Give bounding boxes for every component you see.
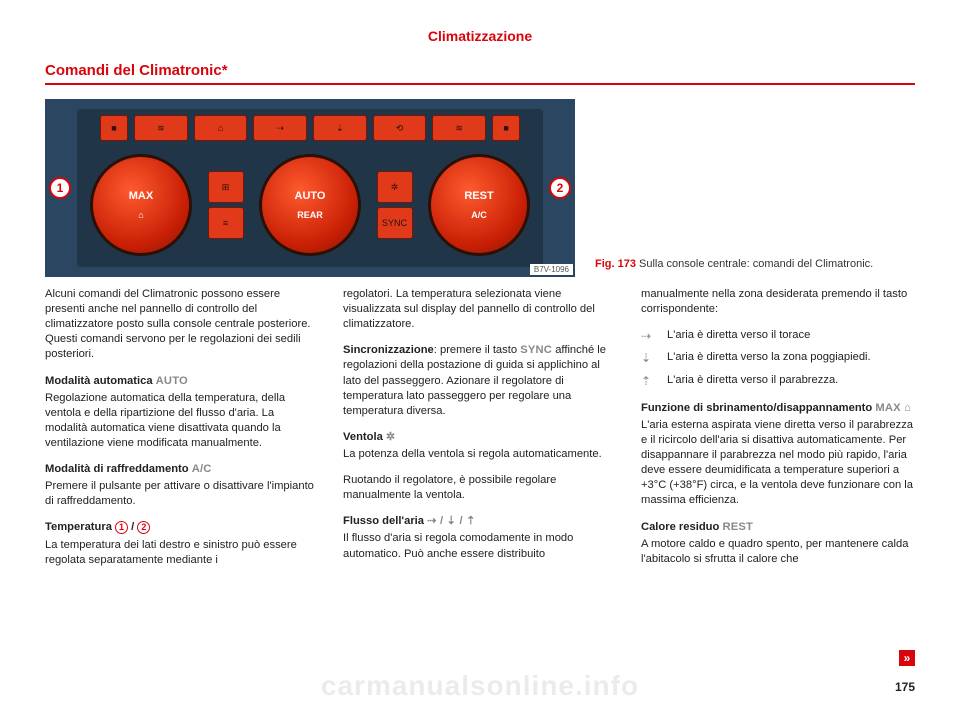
c2-p3a: La potenza della ventola si regola autom… (343, 447, 617, 462)
c1-h3: Modalità di raffreddamento A/C (45, 462, 319, 477)
airflow-foot-icon-inline: ⇣ (641, 350, 657, 366)
figure-caption: Fig. 173 Sulla console centrale: comandi… (595, 257, 873, 271)
c3-p2: L'aria esterna aspirata viene diretta ve… (641, 418, 915, 509)
c2-p1: regolatori. La temperatura selezionata v… (343, 287, 617, 332)
c1-p1: Alcuni comandi del Climatronic possono e… (45, 287, 319, 363)
c3-p3: A motore caldo e quadro spento, per mant… (641, 537, 915, 567)
airflow-def-1-text: L'aria è diretta verso il torace (667, 328, 915, 344)
ac-symbol: A/C (192, 463, 212, 475)
c1-p2: Regolazione automatica della temperatura… (45, 391, 319, 451)
recirculation-icon: ⟲ (373, 115, 427, 141)
sync-icon: SYNC (377, 207, 413, 239)
c2-h3: Ventola ✲ (343, 430, 617, 445)
blank-button-icon: ■ (492, 115, 520, 141)
c1-h2: Modalità automatica AUTO (45, 374, 319, 389)
sync-symbol: SYNC (520, 344, 552, 356)
center-fan-dial: AUTO REAR (259, 154, 361, 256)
auto-symbol: AUTO (156, 375, 188, 387)
circle-2: 2 (137, 521, 150, 534)
defrost-rear-icon: ⊞ (208, 171, 244, 203)
dial-row: MAX ⌂ ⊞ ≡ AUTO REAR ✲ SYNC REST A/C (90, 147, 530, 263)
c2-h2: Sincronizzazione: premere il tasto SYNC … (343, 343, 617, 419)
dial-right-top-label: REST (464, 190, 493, 203)
airflow-windshield-icon-inline: ⇡ (641, 373, 657, 389)
hazard-button-icon: ■ (100, 115, 128, 141)
c1-h2-pre: Modalità automatica (45, 375, 156, 387)
heater-icon: ≡ (208, 207, 244, 239)
c2-p3b: Ruotando il regolatore, è possibile rego… (343, 473, 617, 503)
dial-left-bottom-label: ⌂ (138, 210, 143, 220)
continue-arrow-icon: » (899, 650, 915, 666)
c2-h4: Flusso dell'aria ⇢ / ⇣ / ⇡ (343, 514, 617, 529)
c1-p4: La temperatura dei lati destro e sinistr… (45, 538, 319, 568)
fan-icon: ✲ (377, 171, 413, 203)
section-title: Comandi del Climatronic* (45, 62, 915, 79)
c2-h4-pre: Flusso dell'aria (343, 515, 427, 527)
c1-h4-pre: Temperatura (45, 521, 115, 533)
c1-h3-pre: Modalità di raffreddamento (45, 463, 192, 475)
dial-center-bottom-label: REAR (297, 210, 323, 220)
figure-caption-text: Sulla console centrale: comandi del Clim… (636, 258, 873, 270)
column-2: regolatori. La temperatura selezionata v… (343, 287, 617, 579)
airflow-symbols: ⇢ / ⇣ / ⇡ (427, 515, 476, 527)
airflow-def-2-text: L'aria è diretta verso la zona poggiapie… (667, 350, 915, 366)
figure-number: Fig. 173 (595, 258, 636, 270)
c1-h4-sep: / (128, 521, 137, 533)
mid-buttons-right: ✲ SYNC (377, 171, 413, 239)
divider (45, 83, 915, 85)
mid-buttons-left: ⊞ ≡ (208, 171, 244, 239)
column-3: manualmente nella zona desiderata premen… (641, 287, 915, 579)
top-button-row: ■ ≋ ⌂ ⇢ ⇣ ⟲ ≋ ■ (100, 115, 520, 141)
figure-area: ■ ≋ ⌂ ⇢ ⇣ ⟲ ≋ ■ MAX ⌂ ⊞ ≡ AUTO (45, 99, 915, 277)
airflow-foot-icon: ⇣ (313, 115, 367, 141)
dial-right-bottom-label: A/C (471, 210, 487, 220)
airflow-def-1: ⇢ L'aria è diretta verso il torace (641, 328, 915, 344)
airflow-body-icon: ⇢ (253, 115, 307, 141)
airflow-def-3: ⇡ L'aria è diretta verso il parabrezza. (641, 373, 915, 389)
c1-p3: Premere il pulsante per attivare o disat… (45, 479, 319, 509)
dial-left-top-label: MAX (129, 190, 153, 203)
airflow-body-icon-inline: ⇢ (641, 328, 657, 344)
c3-h2: Funzione di sbrinamento/disappannamento … (641, 401, 915, 416)
c1-h4: Temperatura 1 / 2 (45, 520, 319, 535)
page-header: Climatizzazione (45, 28, 915, 44)
c3-p1: manualmente nella zona desiderata premen… (641, 287, 915, 317)
page-number: 175 (895, 680, 915, 694)
seat-heat-left-icon: ≋ (134, 115, 188, 141)
c3-h3: Calore residuo REST (641, 520, 915, 535)
right-temperature-dial: REST A/C (428, 154, 530, 256)
airflow-def-3-text: L'aria è diretta verso il parabrezza. (667, 373, 915, 389)
circle-1: 1 (115, 521, 128, 534)
callout-1: 1 (49, 177, 71, 199)
c2-h2-pre: Sincronizzazione (343, 344, 434, 356)
column-1: Alcuni comandi del Climatronic possono e… (45, 287, 319, 579)
body-columns: Alcuni comandi del Climatronic possono e… (45, 287, 915, 579)
callout-2: 2 (549, 177, 571, 199)
c2-h3-pre: Ventola (343, 431, 386, 443)
c3-h2-pre: Funzione di sbrinamento/disappannamento (641, 402, 875, 414)
fan-symbol: ✲ (386, 431, 396, 443)
c2-p4: Il flusso d'aria si regola comodamente i… (343, 531, 617, 561)
max-defrost-symbol: MAX ⌂ (875, 402, 911, 414)
airflow-def-2: ⇣ L'aria è diretta verso la zona poggiap… (641, 350, 915, 366)
rest-symbol: REST (722, 521, 753, 533)
climatronic-panel-figure: ■ ≋ ⌂ ⇢ ⇣ ⟲ ≋ ■ MAX ⌂ ⊞ ≡ AUTO (45, 99, 575, 277)
figure-caption-column: Fig. 173 Sulla console centrale: comandi… (595, 99, 915, 277)
c3-h3-pre: Calore residuo (641, 521, 722, 533)
dial-center-top-label: AUTO (295, 190, 326, 203)
left-temperature-dial: MAX ⌂ (90, 154, 192, 256)
seat-heat-right-icon: ≋ (432, 115, 486, 141)
figure-code: B7V-1096 (530, 264, 573, 275)
c2-h2-mid: : premere il tasto (434, 344, 520, 356)
defrost-front-icon: ⌂ (194, 115, 248, 141)
